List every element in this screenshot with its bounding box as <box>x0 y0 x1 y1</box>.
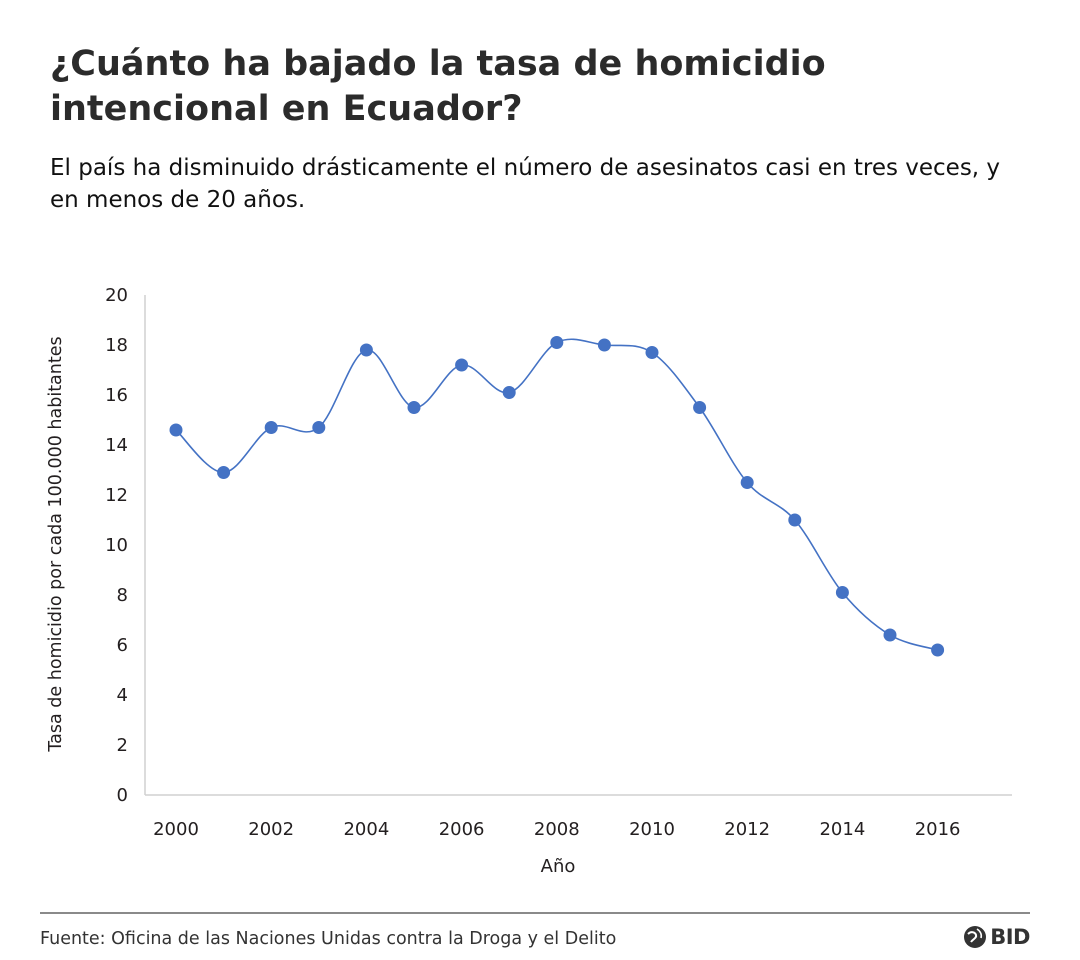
y-tick-label: 10 <box>105 535 128 556</box>
data-point <box>264 421 278 434</box>
x-tick-label: 2002 <box>248 819 294 840</box>
data-point <box>407 401 421 414</box>
data-point <box>359 343 373 357</box>
data-points <box>169 336 945 657</box>
y-axis-label: Tasa de homicidio por cada 100.000 habit… <box>46 336 66 752</box>
y-tick-label: 0 <box>117 785 128 806</box>
x-tick-label: 2014 <box>819 819 865 840</box>
footer-divider <box>40 912 1030 914</box>
chart-subtitle: El país ha disminuido drásticamente el n… <box>50 155 1001 213</box>
data-point <box>312 421 326 434</box>
y-tick-label: 20 <box>105 285 128 306</box>
x-tick-label: 2016 <box>915 819 961 840</box>
data-point <box>645 346 659 359</box>
x-tick-label: 2006 <box>439 819 485 840</box>
x-axis-ticks: 2000 2002 2004 2006 2008 2010 2012 2014 2016 <box>153 819 960 840</box>
y-tick-label: 12 <box>105 485 128 506</box>
y-axis-ticks: 0 2 4 6 8 10 12 14 16 18 20 <box>105 285 128 806</box>
x-axis-label: Año <box>541 856 576 877</box>
data-point <box>693 401 707 414</box>
y-tick-label: 16 <box>105 385 128 406</box>
data-point <box>740 476 754 489</box>
data-point <box>835 586 849 599</box>
data-point <box>169 423 183 437</box>
data-point <box>883 628 897 642</box>
x-tick-label: 2000 <box>153 819 199 840</box>
y-tick-label: 2 <box>117 735 128 756</box>
data-point <box>931 643 945 657</box>
data-point <box>788 513 802 527</box>
bid-logo: BID <box>963 925 1030 949</box>
data-point <box>597 338 611 352</box>
data-point <box>455 358 469 372</box>
x-tick-label: 2012 <box>724 819 770 840</box>
series-line <box>175 338 938 651</box>
x-tick-label: 2004 <box>343 819 389 840</box>
y-tick-label: 14 <box>105 435 128 456</box>
x-tick-label: 2008 <box>534 819 580 840</box>
y-tick-label: 4 <box>117 685 128 706</box>
data-point <box>502 386 516 399</box>
data-point <box>550 336 564 349</box>
y-tick-label: 18 <box>105 335 128 356</box>
y-tick-label: 6 <box>117 635 128 656</box>
globe-icon <box>964 926 987 948</box>
source-note: Fuente: Oficina de las Naciones Unidas c… <box>40 929 617 949</box>
x-tick-label: 2010 <box>629 819 675 840</box>
y-tick-label: 8 <box>117 585 128 606</box>
chart-title: ¿Cuánto ha bajado la tasa de homicidio i… <box>50 44 826 129</box>
data-point <box>217 466 231 479</box>
logo-text: BID <box>990 925 1030 949</box>
